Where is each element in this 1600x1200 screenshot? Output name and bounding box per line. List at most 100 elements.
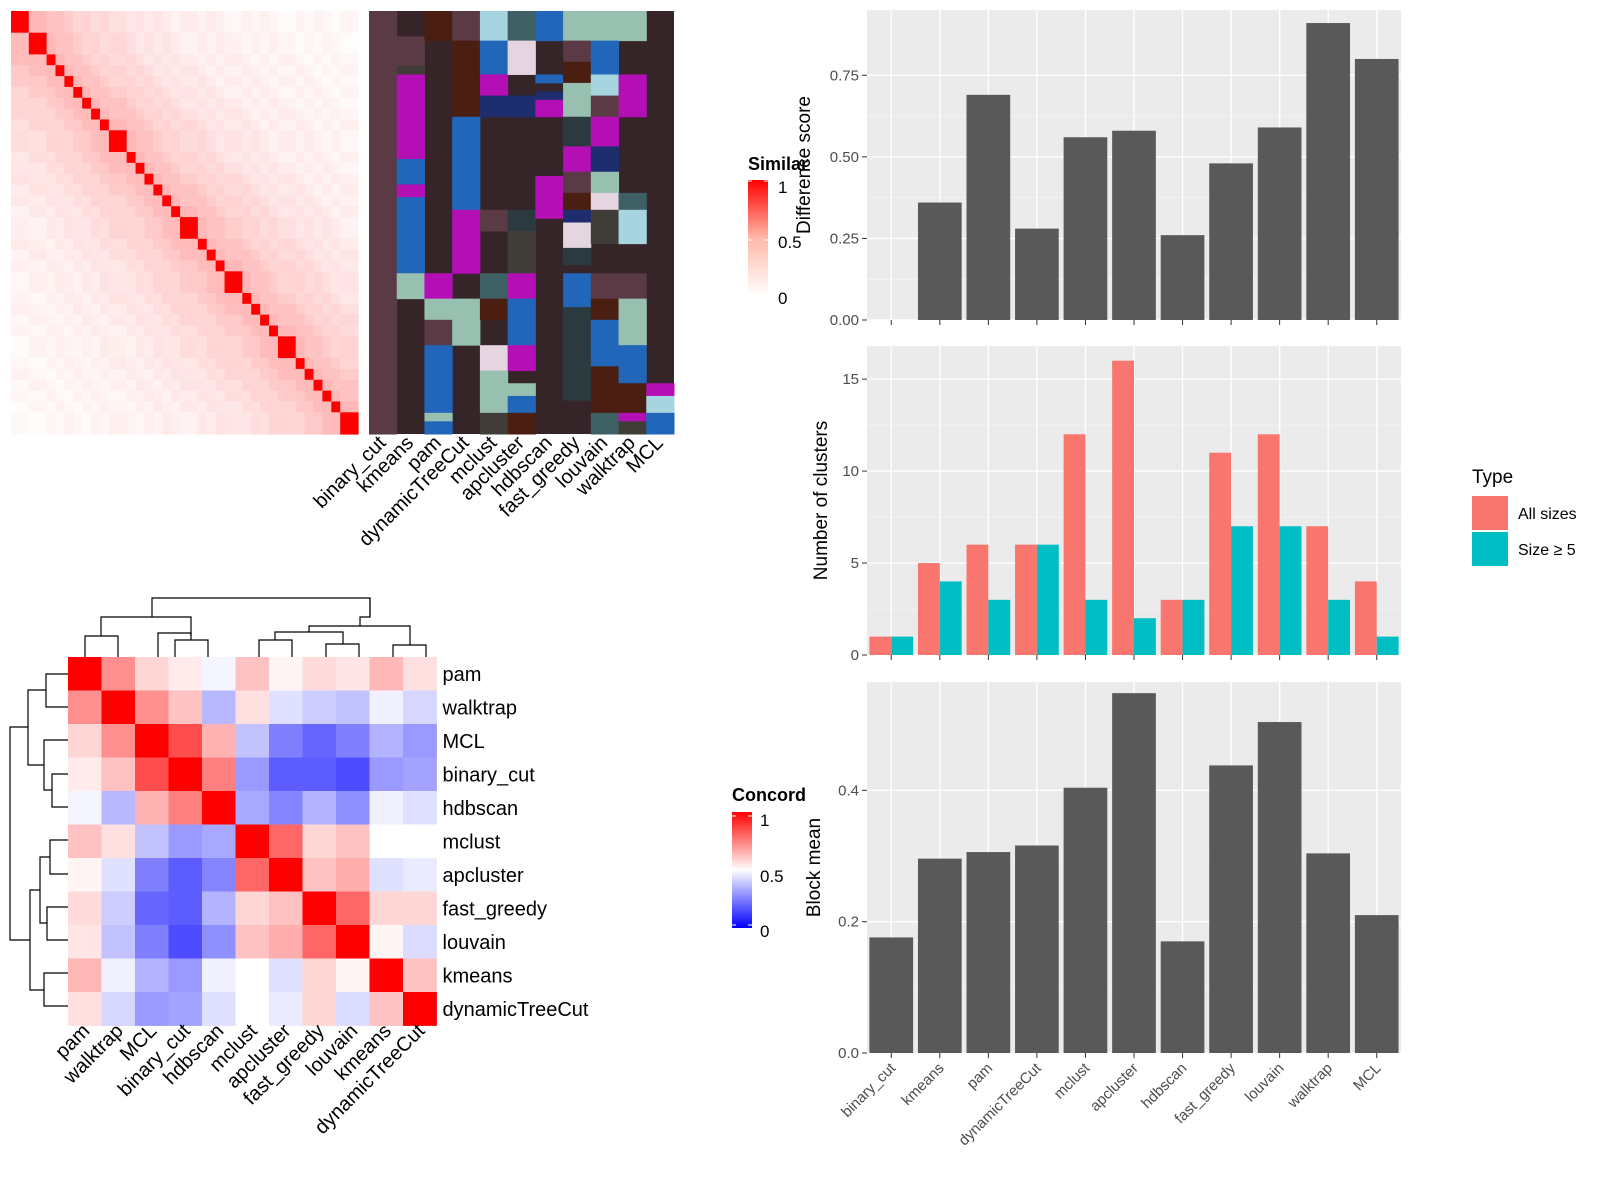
row-dendrogram-branch (29, 889, 44, 991)
similarity-cell (28, 206, 48, 218)
similarity-cell (197, 206, 208, 218)
similarity-cell (260, 86, 270, 99)
concordance-cell (168, 690, 203, 725)
similarity-cell (180, 65, 199, 77)
concordance-cell (369, 858, 404, 892)
similarity-cell (144, 65, 154, 77)
similarity-cell (260, 293, 270, 305)
similarity-cell (135, 119, 146, 131)
bar-size-ge5 (1231, 526, 1253, 655)
similarity-cell (180, 358, 199, 370)
similarity-cell (206, 195, 217, 207)
similarity-cell (197, 76, 208, 88)
similarity-cell (91, 32, 101, 55)
similarity-cell (171, 358, 181, 370)
similarity-cell (322, 238, 332, 251)
concordance-cell (403, 858, 437, 892)
similarity-cell (215, 11, 226, 34)
assignment-segment (479, 345, 509, 372)
concordance-cell (168, 724, 203, 758)
similarity-cell (331, 32, 341, 55)
legend-key-size-ge5 (1472, 532, 1508, 566)
similarity-cell (269, 293, 279, 305)
concordance-cell (202, 724, 236, 758)
similarity-cell (180, 86, 199, 99)
similarity-cell (46, 412, 57, 435)
similarity-cell (28, 293, 48, 305)
similarity-cell (108, 379, 128, 392)
similarity-cell (55, 379, 65, 392)
similarity-cell (206, 249, 217, 262)
similarity-cell (144, 108, 154, 121)
similarity-cell (331, 173, 341, 186)
similarity-cell (82, 195, 92, 207)
similarity-cell (242, 184, 252, 196)
similarity-cell (144, 152, 154, 164)
similarity-cell (135, 130, 146, 153)
similarity-cell (180, 54, 199, 66)
bar-size-ge5 (1085, 599, 1108, 655)
similarity-cell (144, 86, 154, 99)
concordance-cell (68, 757, 102, 792)
similarity-cell (99, 130, 110, 153)
similarity-cell (11, 86, 30, 99)
similarity-cell (277, 173, 297, 186)
similarity-cell (260, 358, 270, 370)
similarity-cell (242, 108, 252, 121)
similarity-cell (162, 401, 172, 413)
similarity-cell (180, 32, 199, 55)
similarity-cell (153, 54, 163, 66)
assignment-segment (618, 74, 647, 118)
similarity-cell (153, 260, 163, 272)
similarity-cell (224, 325, 243, 337)
similarity-cell (11, 195, 30, 207)
similarity-cell (304, 108, 315, 121)
similarity-cell (153, 412, 163, 435)
row-dendrogram-branch (43, 739, 68, 791)
similarity-cell (295, 54, 306, 66)
y-axis-label: Number of clusters (811, 421, 832, 580)
similarity-cell (215, 108, 226, 121)
concordance-cell (269, 791, 303, 825)
similarity-cell (260, 97, 270, 110)
similarity-cell (11, 173, 30, 186)
similarity-cell (144, 162, 154, 175)
similarity-cell (46, 368, 57, 381)
similarity-cell (144, 260, 154, 272)
similarity-cell (126, 86, 137, 99)
similarity-cell (46, 108, 57, 121)
similarity-cell (242, 271, 252, 294)
similarity-cell (322, 401, 332, 413)
assignment-segment (535, 74, 564, 84)
similarity-cell (269, 390, 279, 403)
similarity-cell (135, 358, 146, 370)
similarity-cell (91, 293, 101, 305)
similarity-cell (46, 162, 57, 175)
concordance-cell (135, 690, 169, 725)
concordance-cell (336, 690, 370, 725)
row-label: mclust (443, 831, 501, 853)
assignment-segment (424, 345, 453, 414)
similarity-cell (91, 271, 101, 294)
similarity-cell (126, 314, 137, 327)
concordance-cell (101, 925, 136, 959)
similarity-cell (153, 65, 163, 77)
assignment-segment (563, 273, 592, 308)
similarity-cell (55, 217, 65, 240)
similarity-cell (269, 97, 279, 110)
similarity-cell (153, 368, 163, 381)
similarity-cell (331, 358, 341, 370)
similarity-cell (108, 54, 128, 66)
similarity-cell (28, 336, 48, 359)
similarity-cell (73, 314, 83, 327)
y-tick-label: 0.0 (838, 1045, 859, 1062)
similarity-cell (269, 217, 279, 240)
similarity-cell (197, 271, 208, 294)
bar (917, 858, 962, 1053)
similarity-cell (295, 11, 306, 34)
similarity-cell (322, 336, 332, 359)
concordance-cell (269, 757, 303, 792)
similarity-cell (91, 390, 101, 403)
similarity-cell (206, 173, 217, 186)
concordance-cell (68, 958, 102, 993)
